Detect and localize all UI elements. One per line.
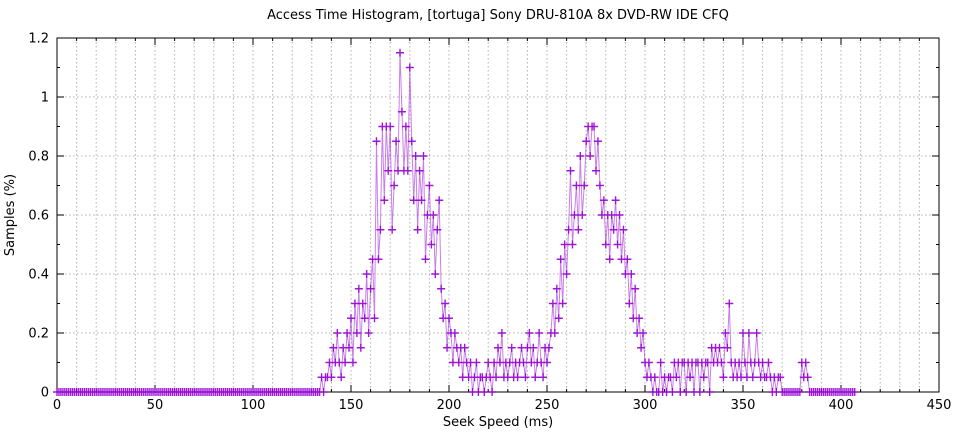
- x-tick-label: 0: [53, 398, 61, 413]
- y-tick-label: 0.8: [28, 150, 49, 165]
- y-tick-label: 1.2: [28, 32, 49, 47]
- axis-tick-labels: 0 50 100 150 200 250 300 350 400 450 0 0.2 0.4 0.6 0.8…: [28, 32, 951, 414]
- x-tick-label: 200: [437, 398, 462, 413]
- x-tick-label: 150: [339, 398, 364, 413]
- y-tick-label: 0.6: [28, 209, 49, 224]
- y-tick-label: 0.4: [28, 268, 49, 283]
- chart-title: Access Time Histogram, [tortuga] Sony DR…: [267, 8, 729, 23]
- y-tick-label: 0.2: [28, 327, 49, 342]
- x-tick-label: 250: [535, 398, 560, 413]
- x-tick-label: 100: [241, 398, 266, 413]
- x-tick-label: 50: [147, 398, 164, 413]
- x-tick-label: 350: [731, 398, 756, 413]
- grid: [57, 38, 939, 392]
- data-series: [53, 48, 859, 396]
- axis-ticks: [56, 37, 940, 393]
- y-tick-label: 1: [41, 91, 49, 106]
- x-tick-label: 400: [829, 398, 854, 413]
- y-tick-label: 0: [41, 386, 49, 401]
- y-axis-label: Samples (%): [3, 174, 18, 256]
- data-point-markers: [53, 48, 859, 396]
- x-axis-label: Seek Speed (ms): [443, 415, 553, 430]
- x-tick-label: 300: [633, 398, 658, 413]
- x-tick-label: 450: [927, 398, 952, 413]
- data-line: [57, 52, 855, 393]
